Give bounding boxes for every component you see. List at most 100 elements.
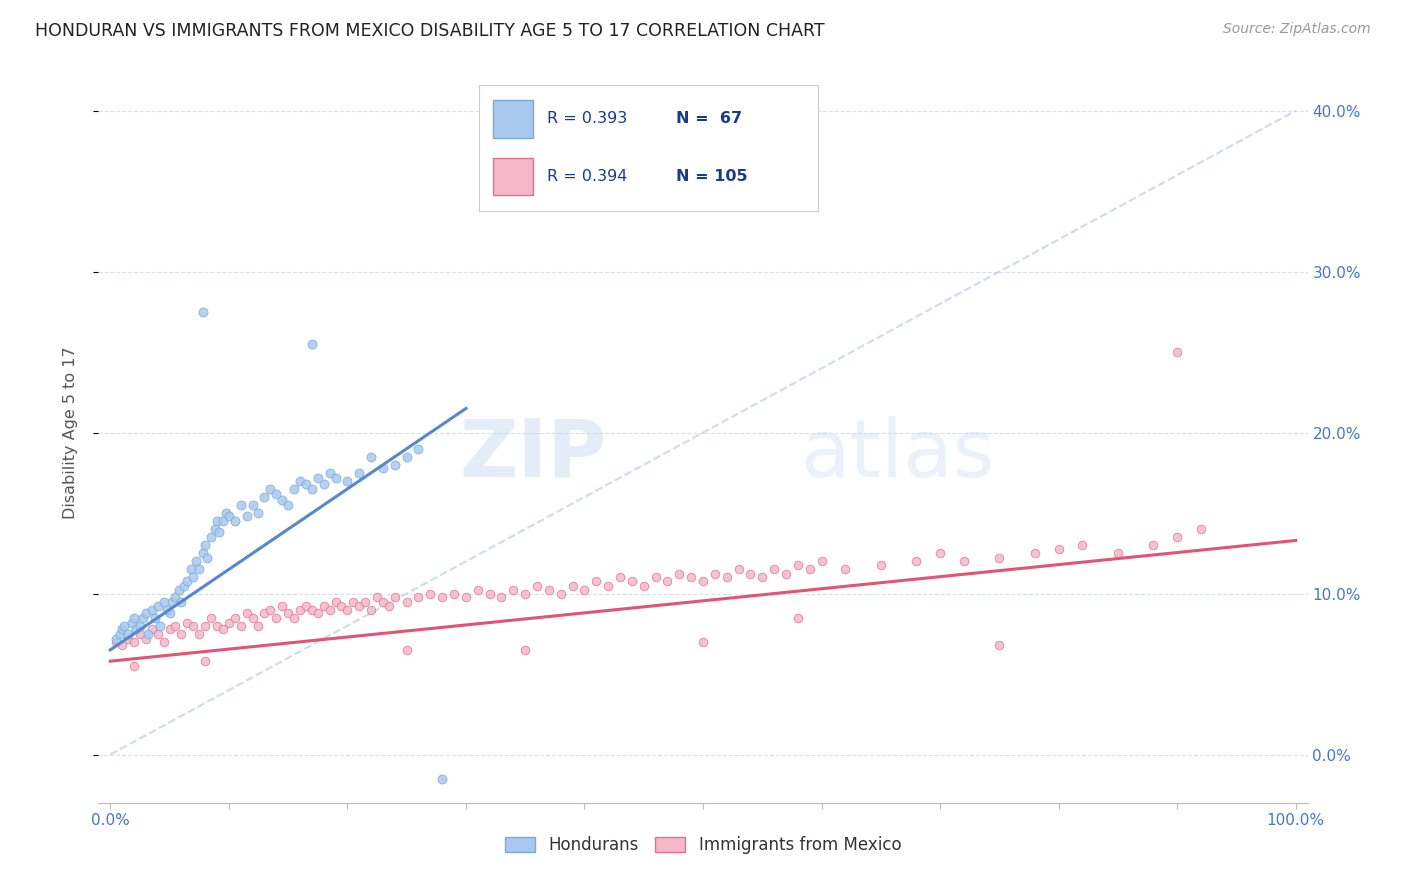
Point [786, 610, 808, 624]
Text: Source: ZipAtlas.com: Source: ZipAtlas.com [1223, 22, 1371, 37]
Point [125, 622, 148, 636]
Point [307, 471, 329, 485]
Point [136, 627, 159, 641]
Point [786, 558, 808, 572]
Point [515, 643, 537, 657]
Point [122, 635, 145, 649]
Point [288, 474, 311, 488]
Point [537, 583, 560, 598]
Point [301, 482, 323, 496]
Point [247, 506, 270, 520]
Point [408, 590, 430, 604]
Point [247, 619, 270, 633]
Point [342, 594, 364, 608]
Point [253, 606, 276, 620]
Point [681, 570, 703, 584]
Point [775, 567, 797, 582]
Point [205, 619, 228, 633]
Point [242, 610, 264, 624]
Point [264, 487, 287, 501]
Point [146, 627, 169, 641]
Point [384, 458, 406, 472]
Point [121, 615, 143, 630]
Point [318, 602, 340, 616]
Point [657, 574, 679, 588]
Point [135, 606, 157, 620]
Point [432, 772, 454, 786]
Point [271, 493, 294, 508]
Point [132, 610, 155, 624]
Point [869, 558, 891, 572]
Point [208, 525, 231, 540]
Point [408, 442, 430, 456]
Point [561, 578, 583, 592]
Point [108, 627, 131, 641]
Point [184, 554, 207, 568]
Point [395, 594, 418, 608]
Point [129, 619, 152, 633]
Point [703, 567, 725, 582]
Point [122, 610, 145, 624]
Point [384, 590, 406, 604]
Point [378, 599, 401, 614]
Point [454, 590, 477, 604]
Point [644, 570, 666, 584]
Point [143, 610, 166, 624]
Text: atlas: atlas [800, 416, 994, 494]
Point [218, 615, 240, 630]
Point [371, 594, 394, 608]
Point [740, 567, 762, 582]
Point [467, 583, 489, 598]
Point [117, 632, 139, 646]
Point [117, 627, 139, 641]
Point [259, 602, 281, 616]
Point [318, 466, 340, 480]
Point [550, 586, 572, 600]
Point [212, 622, 235, 636]
Point [105, 635, 128, 649]
Point [229, 619, 252, 633]
Point [165, 590, 187, 604]
Point [432, 590, 454, 604]
Point [347, 466, 370, 480]
Point [929, 546, 952, 560]
Point [295, 477, 318, 491]
Point [141, 602, 163, 616]
Point [152, 635, 174, 649]
Point [502, 583, 524, 598]
Point [751, 570, 773, 584]
Point [312, 599, 335, 614]
Point [1166, 345, 1188, 359]
Point [146, 599, 169, 614]
Point [988, 551, 1011, 566]
Text: HONDURAN VS IMMIGRANTS FROM MEXICO DISABILITY AGE 5 TO 17 CORRELATION CHART: HONDURAN VS IMMIGRANTS FROM MEXICO DISAB… [35, 22, 825, 40]
Point [301, 602, 323, 616]
Point [156, 602, 179, 616]
Point [1024, 546, 1046, 560]
Point [727, 562, 749, 576]
Point [204, 522, 226, 536]
Point [366, 590, 388, 604]
Point [620, 574, 643, 588]
Point [277, 498, 299, 512]
Point [574, 583, 596, 598]
Point [224, 514, 246, 528]
Point [347, 599, 370, 614]
Point [360, 602, 382, 616]
Point [165, 619, 187, 633]
Point [141, 622, 163, 636]
Point [152, 594, 174, 608]
Point [810, 554, 832, 568]
Point [242, 498, 264, 512]
Point [194, 538, 217, 552]
Point [336, 602, 359, 616]
Point [609, 570, 631, 584]
Point [170, 594, 193, 608]
Point [283, 610, 305, 624]
Point [478, 586, 501, 600]
Point [1142, 538, 1164, 552]
Point [105, 632, 128, 646]
Point [834, 562, 856, 576]
Point [325, 471, 347, 485]
Legend: Hondurans, Immigrants from Mexico: Hondurans, Immigrants from Mexico [498, 830, 908, 861]
